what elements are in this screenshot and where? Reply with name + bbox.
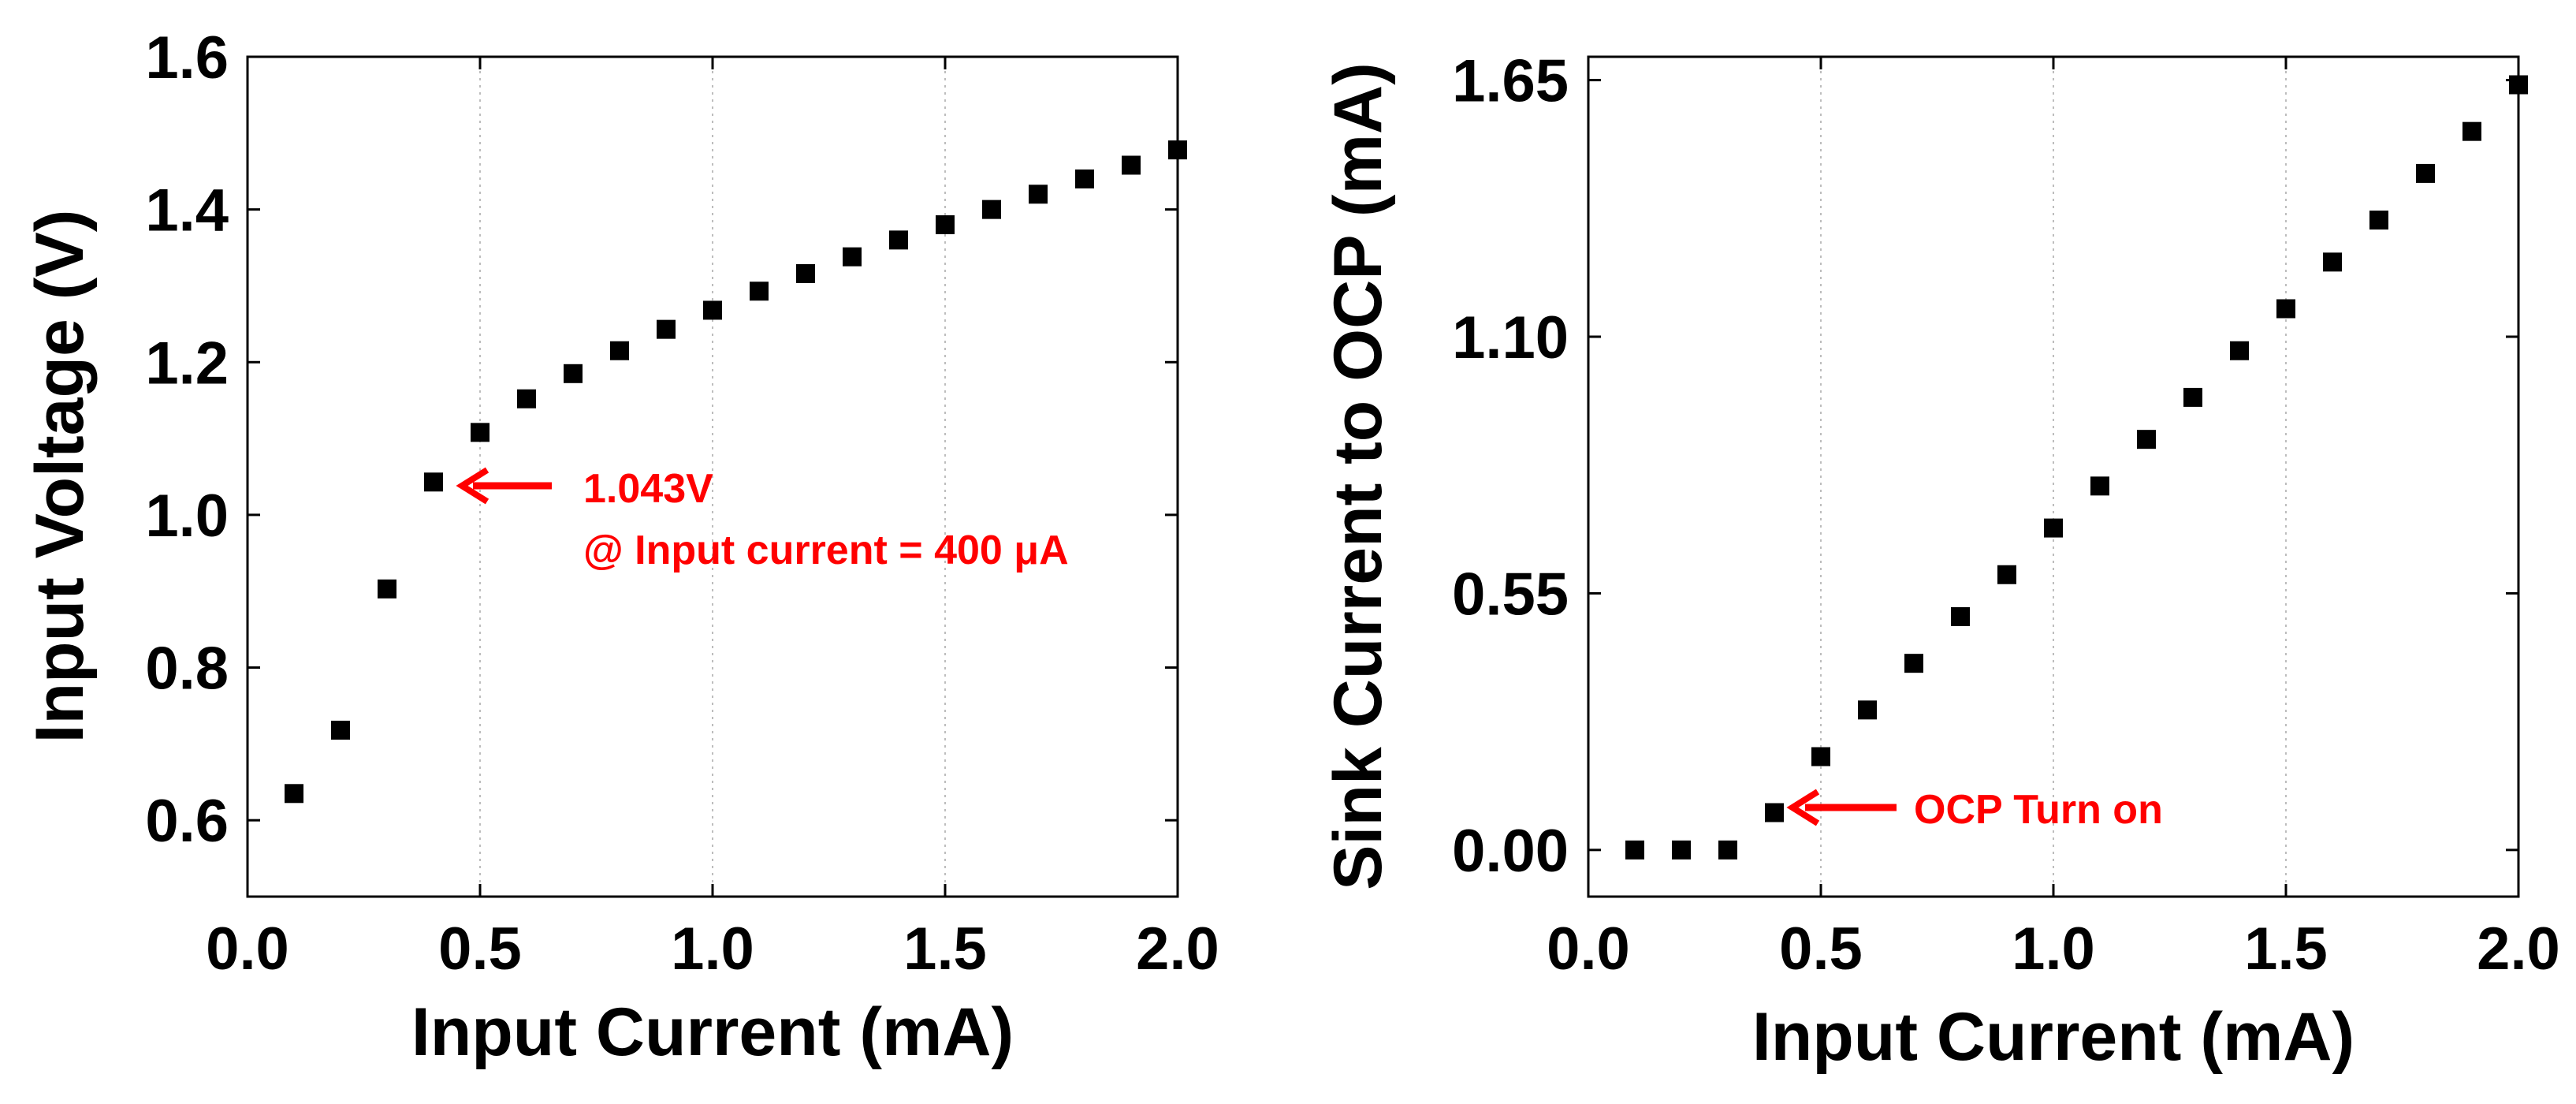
chart-2-y-axis-title: Sink Current to OCP (mA)	[1320, 62, 1396, 890]
data-point	[1625, 840, 1644, 860]
chart-1-annotation: 1.043V @ Input current = 400 μA	[456, 466, 1069, 573]
data-point	[2509, 75, 2528, 95]
chart-2-points	[1625, 75, 2528, 860]
x-tick-label: 1.0	[2012, 916, 2095, 983]
chart-2-gridlines	[1820, 57, 2287, 897]
data-point	[750, 282, 769, 301]
data-point	[1029, 185, 1048, 204]
x-tick-label: 0.0	[1547, 916, 1630, 983]
data-point	[843, 247, 862, 267]
data-point	[889, 230, 908, 250]
chart-2-ticks: 0.0 0.5 1.0 1.5 2.0 0.00 0.55 1.10 1.65	[1452, 48, 2560, 983]
chart-input-voltage: 0.0 0.5 1.0 1.5 2.0 0.6 0.8 1.0 1.2 1.4 1.6 1.043V…	[22, 24, 1219, 1070]
data-point	[936, 215, 955, 234]
x-tick-label: 2.0	[1136, 916, 1219, 983]
data-point	[1951, 607, 1970, 626]
data-point	[331, 720, 350, 740]
data-point	[1672, 840, 1691, 860]
data-point	[564, 364, 583, 383]
data-point	[424, 472, 443, 492]
x-tick-label: 1.0	[671, 916, 754, 983]
data-point	[285, 784, 303, 804]
data-point	[378, 579, 396, 599]
chart-sink-current: 0.0 0.5 1.0 1.5 2.0 0.00 0.55 1.10 1.65 OCP Turn…	[1320, 48, 2560, 1075]
data-point	[2276, 299, 2295, 319]
y-tick-label: 0.55	[1452, 561, 1569, 628]
chart-1-x-axis-title: Input Current (mA)	[411, 994, 1014, 1070]
data-point	[1997, 565, 2016, 584]
data-point	[2090, 476, 2109, 496]
y-tick-label: 1.4	[145, 177, 229, 244]
x-tick-label: 2.0	[2477, 916, 2560, 983]
data-point	[1168, 140, 1187, 160]
data-point	[1904, 654, 1923, 673]
data-point	[2416, 163, 2435, 183]
y-tick-label: 0.00	[1452, 818, 1569, 885]
data-point	[1765, 803, 1784, 822]
y-tick-label: 0.8	[145, 636, 229, 703]
data-point	[1075, 169, 1094, 188]
annotation-ocp-label: OCP Turn on	[1914, 787, 2163, 833]
data-point	[517, 389, 536, 408]
data-point	[2462, 121, 2481, 141]
x-tick-label: 0.0	[206, 916, 289, 983]
y-tick-label: 1.2	[145, 330, 229, 397]
x-tick-label: 0.5	[438, 916, 522, 983]
data-point	[657, 319, 676, 339]
chart-2-x-axis-title: Input Current (mA)	[1752, 999, 2355, 1075]
data-point	[703, 300, 722, 320]
data-point	[471, 423, 490, 442]
annotation-condition-label: @ Input current = 400 μA	[583, 528, 1069, 573]
y-tick-label: 1.6	[145, 24, 229, 91]
data-point	[1718, 840, 1737, 860]
data-point	[796, 263, 815, 283]
data-point	[2183, 387, 2202, 407]
data-point	[982, 200, 1001, 219]
data-point	[2369, 211, 2388, 230]
data-point	[2137, 430, 2156, 449]
data-point	[1811, 747, 1830, 766]
data-point	[2044, 518, 2063, 538]
x-tick-label: 1.5	[2244, 916, 2328, 983]
data-point	[2230, 341, 2249, 360]
chart-1-y-axis-title: Input Voltage (V)	[22, 210, 98, 744]
x-tick-label: 1.5	[903, 916, 987, 983]
data-point	[610, 341, 629, 360]
chart-1-ticks: 0.0 0.5 1.0 1.5 2.0 0.6 0.8 1.0 1.2 1.4 1.6	[145, 24, 1219, 983]
y-tick-label: 1.65	[1452, 48, 1569, 115]
annotation-arrow-head	[456, 467, 490, 505]
y-tick-label: 1.10	[1452, 304, 1569, 371]
data-point	[2323, 252, 2342, 272]
chart-2-annotation: OCP Turn on	[1786, 787, 2163, 833]
annotation-voltage-label: 1.043V	[583, 466, 713, 512]
data-point	[1122, 155, 1141, 175]
annotation-arrow-head	[1786, 789, 1820, 826]
y-tick-label: 1.0	[145, 483, 229, 550]
x-tick-label: 0.5	[1779, 916, 1863, 983]
data-point	[1858, 700, 1877, 720]
chart-1-points	[285, 140, 1187, 804]
y-tick-label: 0.6	[145, 788, 229, 855]
